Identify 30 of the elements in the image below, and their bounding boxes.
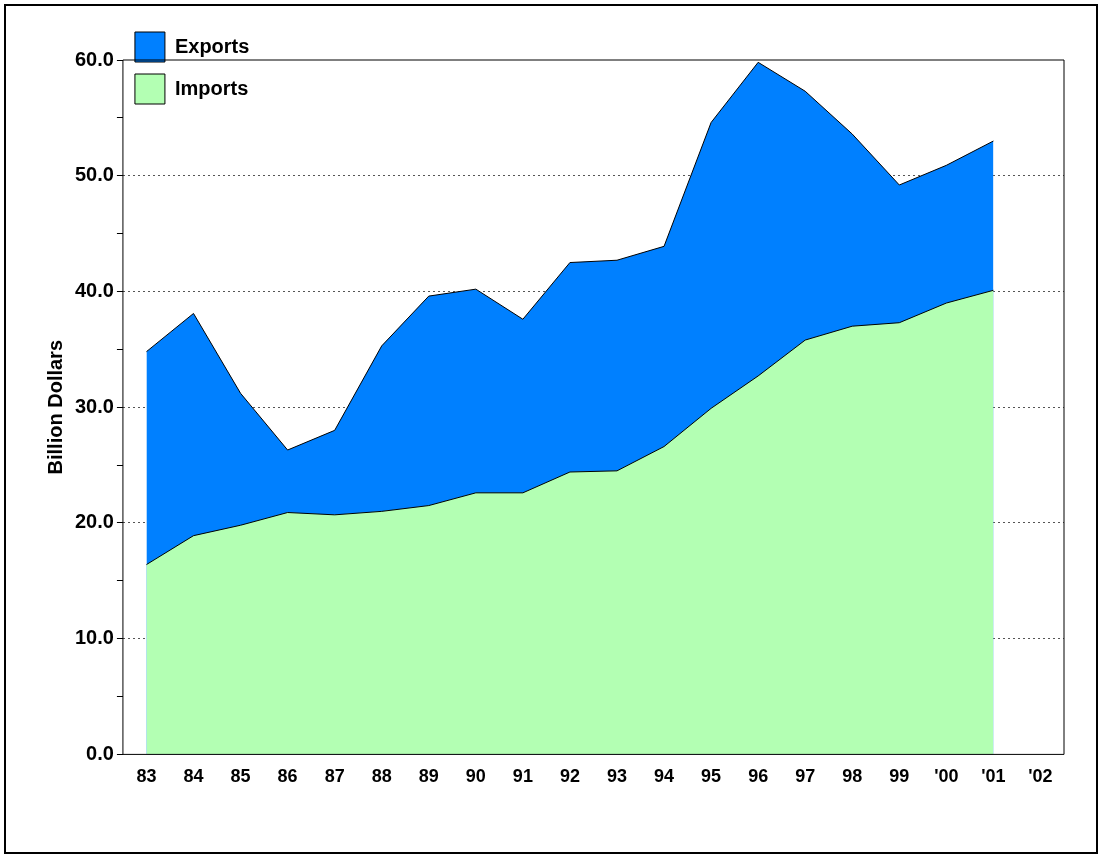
x-tick-label: '00 <box>934 766 959 787</box>
legend-label: Exports <box>174 34 250 57</box>
x-tick-label: 88 <box>371 766 392 787</box>
x-tick-label: 97 <box>795 766 816 787</box>
x-tick-label: 84 <box>183 766 204 787</box>
x-tick-label: 95 <box>701 766 722 787</box>
y-axis-title: Billion Dollars <box>43 339 66 475</box>
x-tick-label: 85 <box>230 766 251 787</box>
y-tick-label: 60.0 <box>74 47 114 70</box>
x-tick-label: 87 <box>324 766 345 787</box>
x-tick-label: 99 <box>889 766 910 787</box>
y-tick-label: 0.0 <box>86 741 114 764</box>
x-tick-label: 90 <box>465 766 486 787</box>
y-tick-label: 10.0 <box>74 626 114 649</box>
x-tick-label: 98 <box>842 766 863 787</box>
y-tick-label: 20.0 <box>74 510 114 533</box>
x-tick-label: 93 <box>606 766 628 787</box>
x-tick-label: 83 <box>136 766 157 787</box>
x-tick-label: 96 <box>748 766 769 787</box>
y-tick-label: 50.0 <box>74 163 114 186</box>
x-tick-label: '02 <box>1028 766 1053 787</box>
x-tick-label: 94 <box>654 766 675 787</box>
x-tick-label: 91 <box>512 766 533 787</box>
legend-label: Imports <box>174 76 249 99</box>
y-tick-label: 30.0 <box>74 394 114 417</box>
x-tick-label: '01 <box>981 766 1006 787</box>
x-tick-label: 92 <box>559 766 580 787</box>
y-tick-label: 40.0 <box>74 278 114 301</box>
x-tick-label: 89 <box>418 766 439 787</box>
x-tick-label: 86 <box>277 766 298 787</box>
